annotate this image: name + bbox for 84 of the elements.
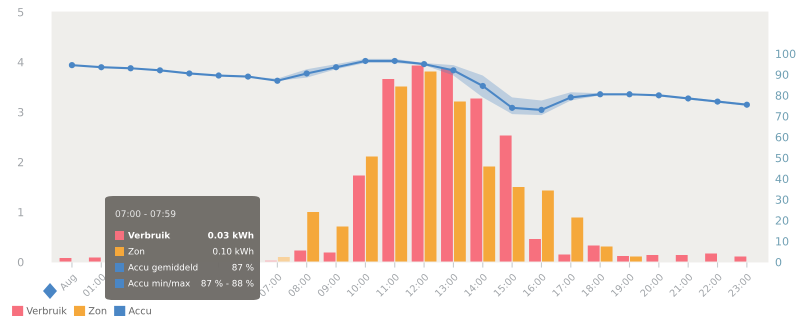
bar bbox=[412, 66, 424, 262]
y2-tick-label: 0 bbox=[776, 258, 782, 266]
bar bbox=[353, 176, 365, 262]
legend-label: Zon bbox=[88, 307, 106, 314]
bar bbox=[483, 166, 496, 262]
bar bbox=[588, 246, 600, 262]
point bbox=[597, 91, 604, 98]
point bbox=[332, 64, 340, 70]
bar bbox=[617, 256, 629, 262]
y2-tick-label: 80 bbox=[776, 91, 788, 100]
annotation: Zon bbox=[128, 248, 144, 255]
bar bbox=[646, 255, 658, 262]
bar bbox=[336, 226, 348, 262]
bar bbox=[542, 190, 554, 262]
point bbox=[508, 104, 516, 111]
y2-tick-label: 40 bbox=[775, 174, 788, 184]
bar bbox=[600, 246, 613, 262]
y-tick-label: 5 bbox=[18, 8, 24, 16]
point bbox=[714, 98, 721, 105]
point bbox=[480, 82, 486, 90]
point bbox=[216, 72, 222, 79]
y2-tick-label: 30 bbox=[776, 195, 788, 204]
point bbox=[186, 70, 192, 77]
point bbox=[68, 62, 76, 68]
legend-label: Verbruik bbox=[26, 306, 67, 314]
bar bbox=[294, 250, 306, 262]
point bbox=[568, 94, 574, 101]
bar bbox=[630, 256, 642, 262]
point bbox=[656, 92, 662, 98]
bar bbox=[529, 239, 541, 262]
x-tick-label: Aug bbox=[58, 273, 78, 292]
point bbox=[685, 95, 692, 102]
y-tick-label: 1 bbox=[18, 208, 24, 216]
point bbox=[538, 106, 545, 114]
legend-label: Accu bbox=[128, 307, 151, 314]
y-tick-label: 0 bbox=[18, 258, 24, 266]
annotation: Verbruik bbox=[128, 232, 170, 239]
point bbox=[304, 70, 310, 77]
y2-tick-label: 60 bbox=[776, 132, 788, 142]
bar bbox=[278, 257, 290, 262]
y2-tick-label: 20 bbox=[776, 216, 788, 225]
y2-tick-label: 90 bbox=[776, 70, 788, 79]
bar bbox=[454, 102, 466, 262]
bar bbox=[676, 255, 688, 262]
y-tick-label: 2 bbox=[18, 158, 24, 166]
bar bbox=[382, 79, 394, 262]
bar bbox=[558, 254, 570, 262]
point bbox=[98, 64, 104, 70]
bar bbox=[366, 156, 378, 262]
point bbox=[626, 91, 633, 98]
y2-tick-label: 70 bbox=[776, 112, 788, 121]
y-tick-label: 3 bbox=[18, 108, 24, 116]
y-tick-label: 4 bbox=[18, 58, 24, 66]
y2-tick-label: 50 bbox=[776, 154, 788, 162]
bar bbox=[512, 187, 525, 262]
text: Accu gemiddeld bbox=[128, 264, 198, 272]
bar bbox=[395, 86, 408, 262]
annotation: 0.03 kWh bbox=[208, 232, 254, 239]
bar bbox=[324, 252, 336, 262]
y2-tick-label: 100 bbox=[776, 50, 796, 58]
point bbox=[128, 65, 134, 72]
y2-tick-label: 10 bbox=[776, 237, 788, 246]
text: Accu min/max bbox=[128, 280, 190, 288]
bar bbox=[88, 258, 101, 262]
point bbox=[392, 58, 398, 64]
annotation: 07:00 - 07:59 bbox=[116, 210, 176, 218]
bar bbox=[734, 256, 746, 262]
bar bbox=[705, 254, 718, 262]
bar bbox=[500, 136, 512, 262]
point bbox=[156, 67, 164, 74]
point bbox=[744, 102, 750, 108]
text: 87 % bbox=[232, 264, 254, 271]
text: 87 % - 88 % bbox=[201, 280, 254, 287]
annotation: 0.10 kWh bbox=[213, 248, 254, 255]
point bbox=[244, 73, 252, 80]
point bbox=[450, 67, 457, 74]
bar bbox=[307, 212, 320, 262]
point bbox=[362, 58, 369, 64]
bar bbox=[441, 68, 453, 262]
point bbox=[274, 78, 280, 84]
bar bbox=[470, 98, 482, 262]
point bbox=[420, 60, 428, 68]
bar bbox=[424, 72, 436, 262]
bar bbox=[571, 218, 584, 262]
